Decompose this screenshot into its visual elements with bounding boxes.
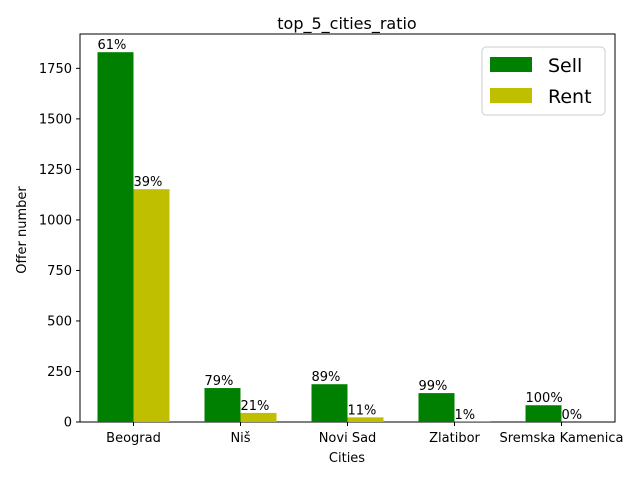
x-tick-label: Sremska Kamenica [499, 431, 623, 446]
bar-percent-label: 89% [312, 370, 341, 385]
y-tick-label: 1750 [39, 62, 72, 77]
bar-percent-label: 21% [241, 399, 270, 414]
x-tick-label: Beograd [106, 431, 161, 446]
y-tick-label: 0 [64, 416, 72, 431]
bar-percent-label: 11% [348, 403, 377, 418]
legend-swatch-rent [490, 88, 532, 103]
legend-label-sell: Sell [548, 55, 582, 77]
y-tick-label: 750 [47, 264, 72, 279]
y-axis-label: Offer number [15, 186, 30, 274]
bar-sell [97, 52, 134, 422]
y-tick-label: 1500 [39, 112, 72, 127]
bar-rent [133, 189, 170, 422]
y-tick-label: 500 [47, 314, 72, 329]
bars [97, 52, 562, 422]
y-axis: 0 250 500 750 1000 1250 1500 1750 [39, 62, 80, 431]
x-axis: Beograd Niš Novi Sad Zlatibor Sremska Kameni… [106, 422, 624, 446]
y-tick-label: 1250 [39, 163, 72, 178]
bar-sell [311, 384, 348, 422]
bar-percent-label: 100% [526, 391, 563, 406]
legend-label-rent: Rent [548, 86, 592, 108]
bar-sell [204, 388, 241, 422]
x-axis-label: Cities [329, 451, 365, 466]
bar-percent-label: 0% [562, 408, 583, 423]
bar-percent-label: 39% [134, 175, 163, 190]
bar-percent-label: 1% [455, 408, 476, 423]
bar-sell [525, 405, 562, 422]
y-tick-label: 1000 [39, 213, 72, 228]
chart-title: top_5_cities_ratio [277, 14, 416, 34]
bar-percent-label: 99% [419, 379, 448, 394]
x-tick-label: Zlatibor [429, 431, 480, 446]
y-tick-label: 250 [47, 365, 72, 380]
bar-percent-label: 61% [98, 38, 127, 53]
x-tick-label: Novi Sad [319, 431, 377, 446]
bar-labels: 61% 79% 89% 99% 100% 39% 21% 11% 1% 0% [98, 38, 583, 423]
legend-swatch-sell [490, 57, 532, 72]
legend: Sell Rent [481, 46, 606, 116]
x-tick-label: Niš [230, 431, 250, 446]
bar-percent-label: 79% [205, 374, 234, 389]
bar-rent [240, 412, 277, 422]
bar-sell [418, 393, 455, 422]
bar-rent [347, 417, 384, 422]
